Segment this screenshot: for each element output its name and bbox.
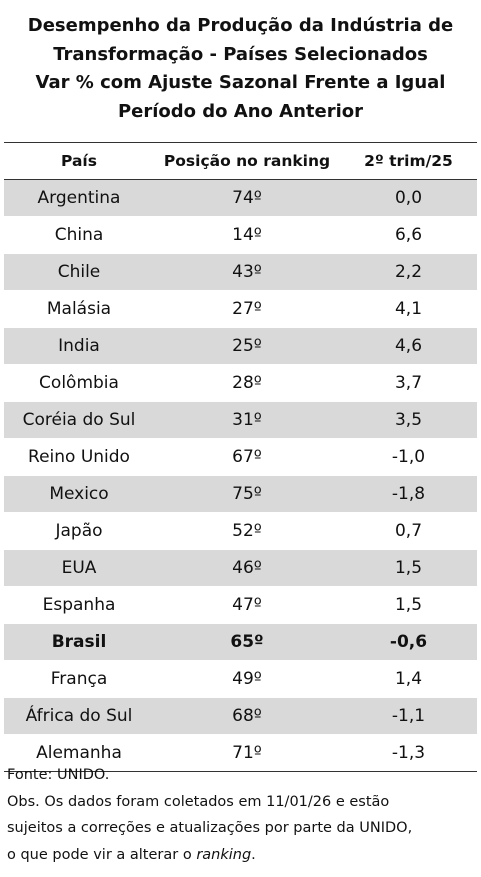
table-row: EUA 46º 1,5 (4, 549, 477, 587)
title: Desempenho da Produção da Indústria de Tr… (0, 12, 481, 126)
table-cell: 71º (154, 734, 340, 772)
table-cell: 28º (154, 364, 340, 402)
header-cell: Posição no ranking (154, 142, 340, 180)
header-cell: País (4, 142, 154, 180)
table-cell: India (4, 327, 154, 365)
table-row: Colômbia 28º 3,7 (4, 364, 477, 402)
table-cell: -1,8 (340, 475, 477, 513)
table-row: Brasil 65º -0,6 (4, 623, 477, 661)
table-cell: 0,0 (340, 179, 477, 217)
table-row: Malásia 27º 4,1 (4, 290, 477, 328)
table-cell: Coréia do Sul (4, 401, 154, 439)
table-cell: Chile (4, 253, 154, 291)
table-cell: 43º (154, 253, 340, 291)
header-cell: 2º trim/25 (340, 142, 477, 180)
obs-italic: ranking (196, 846, 252, 863)
title-line: Var % com Ajuste Sazonal Frente a Igual (35, 72, 446, 93)
table-cell: 47º (154, 586, 340, 624)
notes: Fonte: UNIDO. Obs. Os dados foram coleta… (7, 762, 477, 868)
table-cell: Argentina (4, 179, 154, 217)
table-cell: Reino Unido (4, 438, 154, 476)
header-row: País Posição no ranking 2º trim/25 (4, 142, 477, 180)
title-line: Desempenho da Produção da Indústria de (27, 15, 454, 36)
title-line: Período do Ano Anterior (117, 100, 364, 122)
table-row: Chile 43º 2,2 (4, 253, 477, 291)
table-row: India 25º 4,6 (4, 327, 477, 365)
obs-line: o que pode vir a alterar o ranking. (7, 842, 477, 869)
table-cell: -1,1 (340, 697, 477, 735)
table-cell: 4,1 (340, 290, 477, 328)
obs-text: o que pode vir a alterar o (7, 846, 192, 863)
table-cell: 0,7 (340, 512, 477, 550)
table-cell: 1,4 (340, 660, 477, 698)
title-line: Transformação - Países Selecionados (53, 43, 428, 65)
table-row: África do Sul 68º -1,1 (4, 697, 477, 735)
table-cell: 75º (154, 475, 340, 513)
table-cell: 6,6 (340, 216, 477, 254)
table-cell: -1,0 (340, 438, 477, 476)
table-cell: 1,5 (340, 586, 477, 624)
table-cell: 52º (154, 512, 340, 550)
table-cell: Brasil (4, 623, 154, 661)
table-row: França 49º 1,4 (4, 660, 477, 698)
table-cell: Japão (4, 512, 154, 550)
table-cell: 46º (154, 549, 340, 587)
table-row: Argentina 74º 0,0 (4, 179, 477, 217)
table-cell: 3,7 (340, 364, 477, 402)
table-cell: 74º (154, 179, 340, 217)
table-row: Reino Unido 67º -1,0 (4, 438, 477, 476)
table-cell: EUA (4, 549, 154, 587)
table-cell: França (4, 660, 154, 698)
table-cell: 1,5 (340, 549, 477, 587)
table-cell: 67º (154, 438, 340, 476)
table-row: Alemanha 71º -1,3 (4, 734, 477, 772)
table-row: Japão 52º 0,7 (4, 512, 477, 550)
table-row: China 14º 6,6 (4, 216, 477, 254)
table-cell: Alemanha (4, 734, 154, 772)
table-row: Espanha 47º 1,5 (4, 586, 477, 624)
obs-text: . (251, 846, 256, 863)
obs-line: sujeitos a correções e atualizações por … (7, 820, 413, 836)
data-table: País Posição no ranking 2º trim/25 Argen… (4, 142, 477, 772)
table-row: Mexico 75º -1,8 (4, 475, 477, 513)
table-cell: Mexico (4, 475, 154, 513)
table-cell: China (4, 216, 154, 254)
table-cell: 65º (154, 623, 340, 661)
table-cell: Espanha (4, 586, 154, 624)
table-row: Coréia do Sul 31º 3,5 (4, 401, 477, 439)
table-cell: 2,2 (340, 253, 477, 291)
source-note: Fonte: UNIDO. (7, 767, 110, 783)
table-cell: 27º (154, 290, 340, 328)
obs-line: Obs. Os dados foram coletados em 11/01/2… (7, 793, 390, 810)
table-cell: 25º (154, 327, 340, 365)
table-cell: 31º (154, 401, 340, 439)
table-cell: -1,3 (340, 734, 477, 772)
table-cell: Colômbia (4, 364, 154, 402)
table-cell: 68º (154, 697, 340, 735)
table-cell: Malásia (4, 290, 154, 328)
obs-note: Obs. Os dados foram coletados em 11/01/2… (7, 789, 477, 869)
table-cell: 14º (154, 216, 340, 254)
table-cell: -0,6 (340, 623, 477, 661)
table-cell: África do Sul (4, 697, 154, 735)
table-cell: 4,6 (340, 327, 477, 365)
table-cell: 49º (154, 660, 340, 698)
table-cell: 3,5 (340, 401, 477, 439)
